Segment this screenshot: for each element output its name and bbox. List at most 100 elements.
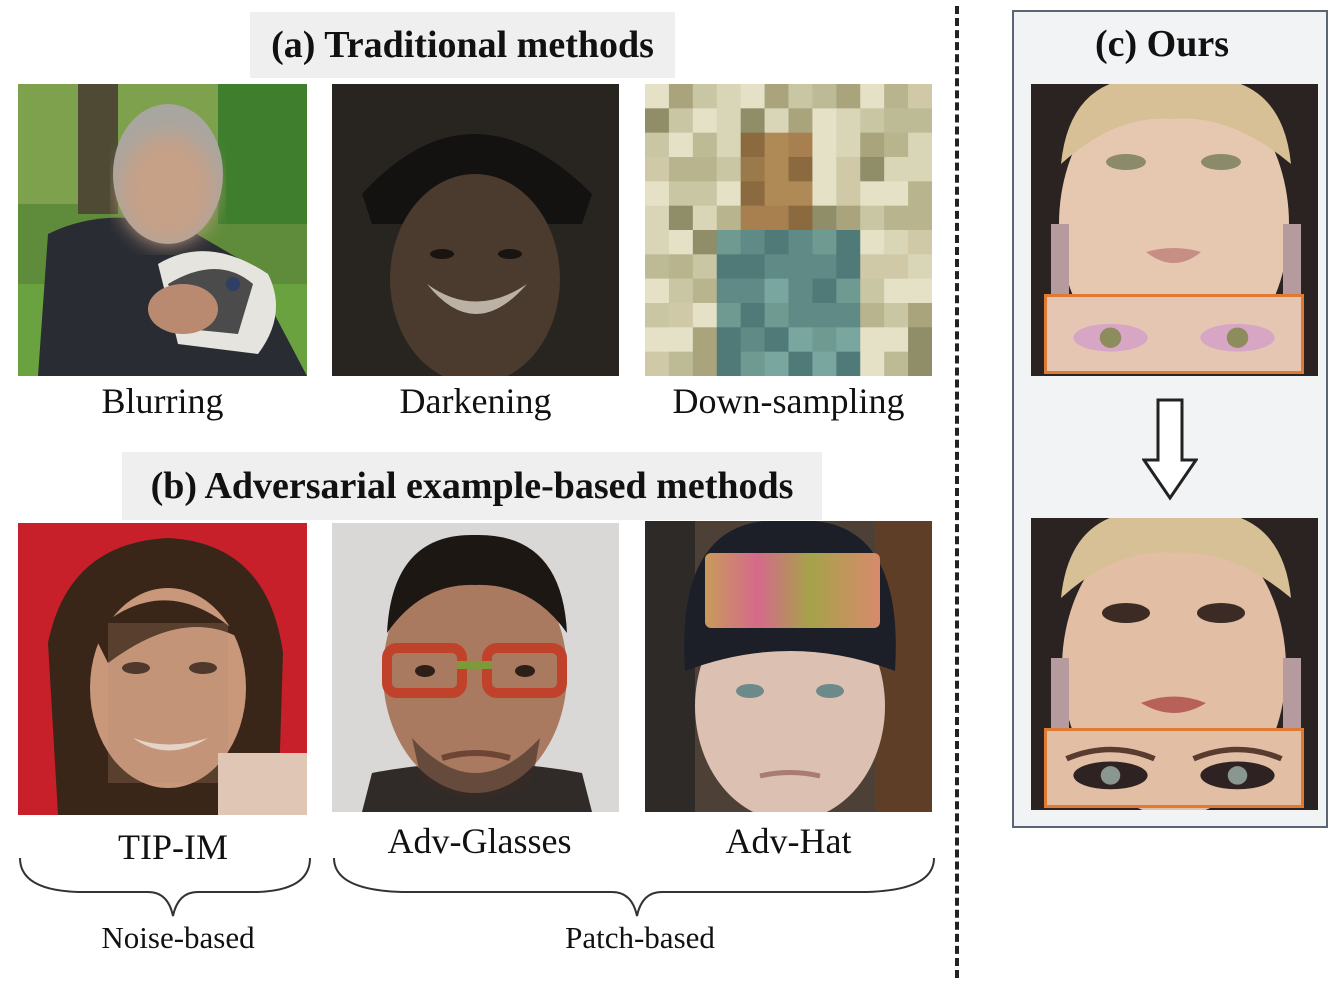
pixel-block (645, 84, 670, 109)
pixel-block (645, 303, 670, 328)
pixel-block (884, 108, 909, 134)
tip-im-image (18, 523, 307, 815)
pixel-block (788, 351, 813, 376)
pixel-block (812, 303, 837, 328)
pixel-block (836, 84, 861, 109)
caption-adv-hat: Adv-Hat (725, 821, 852, 861)
pixel-block (716, 157, 742, 182)
pixel-block (645, 205, 670, 231)
pixel-block (668, 327, 694, 353)
pixel-block (764, 351, 789, 376)
pixel-block (884, 254, 909, 280)
pixel-block (740, 230, 766, 255)
pixel-block (788, 108, 813, 134)
pixel-block (692, 254, 718, 280)
pixel-block (668, 278, 694, 304)
section-divider (955, 6, 959, 978)
pixel-block (884, 230, 909, 255)
caption-darkening: Darkening (399, 381, 552, 421)
pixel-block (812, 181, 837, 207)
pixel-block (645, 157, 670, 182)
pixel-block (788, 181, 813, 207)
pixel-block (645, 230, 670, 255)
pixel-block (788, 84, 813, 109)
pixel-block (860, 181, 885, 207)
pixel-block (884, 278, 909, 304)
pixel-block (716, 205, 742, 231)
pixel-block (645, 181, 670, 207)
pixel-block (740, 278, 766, 304)
pixel-block (908, 205, 932, 231)
pixel-block (836, 230, 861, 255)
pixel-block (740, 303, 766, 328)
section-b-title: (b) Adversarial example-based methods (122, 452, 822, 520)
downsampling-image (645, 84, 932, 376)
pixel-block (716, 278, 742, 304)
pixel-block (645, 351, 670, 376)
noise-based-brace (19, 857, 311, 917)
pixel-block (668, 132, 694, 158)
pixel-block (764, 327, 789, 353)
pixel-block (908, 157, 932, 182)
pixel-block (884, 303, 909, 328)
pixel-block (836, 132, 861, 158)
pixel-block (788, 278, 813, 304)
pixel-block (716, 327, 742, 353)
pixel-block (860, 157, 885, 182)
pixel-block (884, 132, 909, 158)
adv-glasses-image (332, 523, 619, 812)
pixel-block (645, 254, 670, 280)
pixel-block (645, 108, 670, 134)
pixel-block (812, 157, 837, 182)
pixel-block (668, 303, 694, 328)
pixel-block (836, 327, 861, 353)
pixel-block (692, 181, 718, 207)
darkening-image (332, 84, 619, 376)
pixel-block (692, 230, 718, 255)
pixel-block (668, 181, 694, 207)
pixel-block (645, 132, 670, 158)
pixel-block (884, 84, 909, 109)
pixel-block (788, 303, 813, 328)
pixel-block (812, 108, 837, 134)
pixel-block (692, 278, 718, 304)
pixel-block (764, 181, 789, 207)
section-a-title: (a) Traditional methods (250, 12, 675, 78)
pixel-block (860, 278, 885, 304)
pixel-block (764, 278, 789, 304)
pixel-block (884, 157, 909, 182)
pixel-block (692, 157, 718, 182)
pixel-block (740, 351, 766, 376)
pixel-block (836, 108, 861, 134)
pixel-block (764, 84, 789, 109)
pixel-block (716, 181, 742, 207)
pixel-block (812, 278, 837, 304)
pixel-block (668, 254, 694, 280)
pixel-block (788, 132, 813, 158)
pixel-block (716, 303, 742, 328)
ours-protected-eye-box (1044, 728, 1304, 808)
pixel-block (716, 84, 742, 109)
pixel-block (884, 181, 909, 207)
pixel-block (860, 303, 885, 328)
pixel-block (716, 132, 742, 158)
pixel-block (764, 205, 789, 231)
pixel-block (884, 351, 909, 376)
pixel-block (692, 108, 718, 134)
pixel-block (812, 254, 837, 280)
pixel-block (668, 351, 694, 376)
caption-adv-glasses: Adv-Glasses (387, 821, 572, 861)
pixel-block (764, 157, 789, 182)
pixel-block (740, 157, 766, 182)
down-arrow-icon (1142, 398, 1198, 501)
section-c-title: (c) Ours (1094, 23, 1230, 65)
pixel-block (836, 303, 861, 328)
pixel-block (884, 205, 909, 231)
group-label-patch: Patch-based (565, 920, 715, 955)
pixel-block (692, 132, 718, 158)
pixel-block (788, 327, 813, 353)
pixel-block (764, 303, 789, 328)
pixel-block (908, 351, 932, 376)
pixel-block (860, 132, 885, 158)
pixel-block (908, 132, 932, 158)
